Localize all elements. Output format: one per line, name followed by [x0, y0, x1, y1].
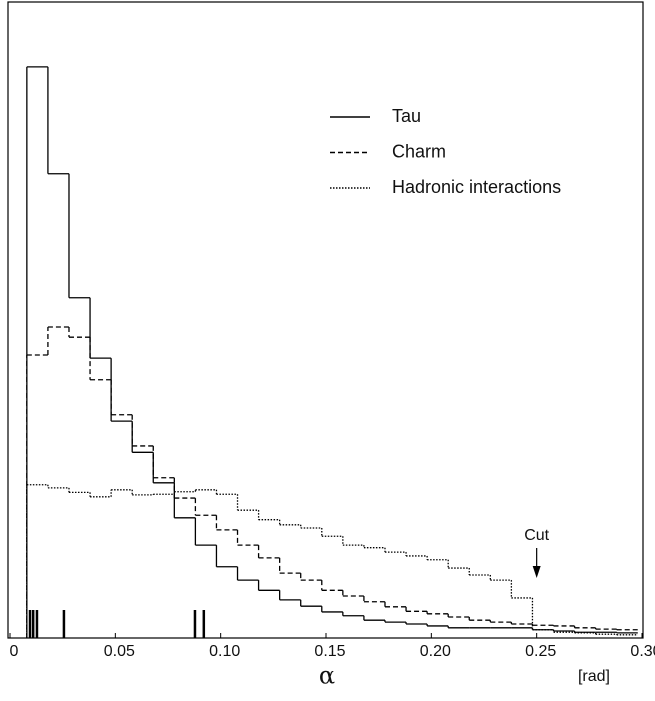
- x-axis-unit: [rad]: [578, 668, 610, 685]
- x-tick-label: 0.10: [209, 643, 240, 660]
- legend-label: Charm: [392, 141, 446, 161]
- x-tick-label: 0.25: [525, 643, 556, 660]
- x-tick-label: 0.30: [630, 643, 655, 660]
- x-tick-label: 0: [10, 643, 19, 660]
- x-tick-label: 0.05: [104, 643, 135, 660]
- x-axis-label: α: [319, 662, 335, 690]
- x-tick-label: 0.20: [420, 643, 451, 660]
- legend-label: Tau: [392, 106, 421, 126]
- annotation-arrowhead: [532, 566, 541, 578]
- legend-label: Hadronic interactions: [392, 177, 561, 197]
- annotation-label: Cut: [524, 527, 549, 544]
- x-tick-label: 0.15: [314, 643, 345, 660]
